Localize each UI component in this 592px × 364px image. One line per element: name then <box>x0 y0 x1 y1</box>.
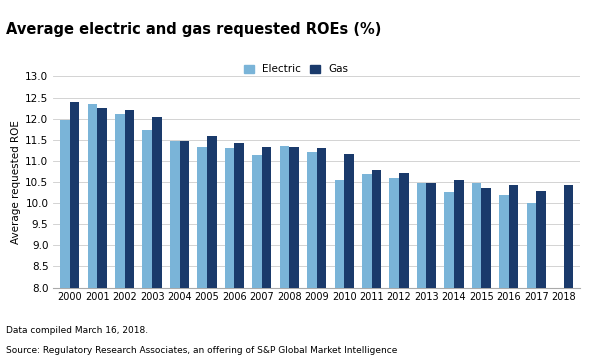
Bar <box>472 183 481 364</box>
Bar <box>207 136 217 364</box>
Bar <box>307 153 317 364</box>
Text: Source: Regulatory Research Associates, an offering of S&P Global Market Intelli: Source: Regulatory Research Associates, … <box>6 346 397 355</box>
Bar <box>317 148 326 364</box>
Bar <box>399 173 408 364</box>
Bar <box>445 192 454 364</box>
Bar <box>179 142 189 364</box>
Bar <box>143 130 152 364</box>
Bar <box>564 185 573 364</box>
Bar <box>344 154 354 364</box>
Bar <box>252 155 262 364</box>
Bar <box>197 147 207 364</box>
Bar <box>125 110 134 364</box>
Bar <box>70 102 79 364</box>
Legend: Electric, Gas: Electric, Gas <box>242 62 350 76</box>
Bar <box>60 120 70 364</box>
Bar <box>289 147 299 364</box>
Bar <box>225 148 234 364</box>
Bar <box>417 183 426 364</box>
Bar <box>481 188 491 364</box>
Bar <box>152 117 162 364</box>
Bar <box>115 114 125 364</box>
Bar <box>454 180 464 364</box>
Bar <box>527 203 536 364</box>
Bar <box>509 185 519 364</box>
Bar <box>499 195 509 364</box>
Bar <box>170 142 179 364</box>
Bar <box>334 180 344 364</box>
Bar <box>88 104 97 364</box>
Bar <box>536 191 546 364</box>
Text: Average electric and gas requested ROEs (%): Average electric and gas requested ROEs … <box>6 22 381 37</box>
Bar <box>279 146 289 364</box>
Bar <box>97 108 107 364</box>
Bar <box>390 178 399 364</box>
Bar <box>234 143 244 364</box>
Bar <box>372 170 381 364</box>
Text: Data compiled March 16, 2018.: Data compiled March 16, 2018. <box>6 326 148 335</box>
Y-axis label: Average requested ROE: Average requested ROE <box>11 120 21 244</box>
Bar <box>426 183 436 364</box>
Bar <box>262 147 272 364</box>
Bar <box>362 174 372 364</box>
